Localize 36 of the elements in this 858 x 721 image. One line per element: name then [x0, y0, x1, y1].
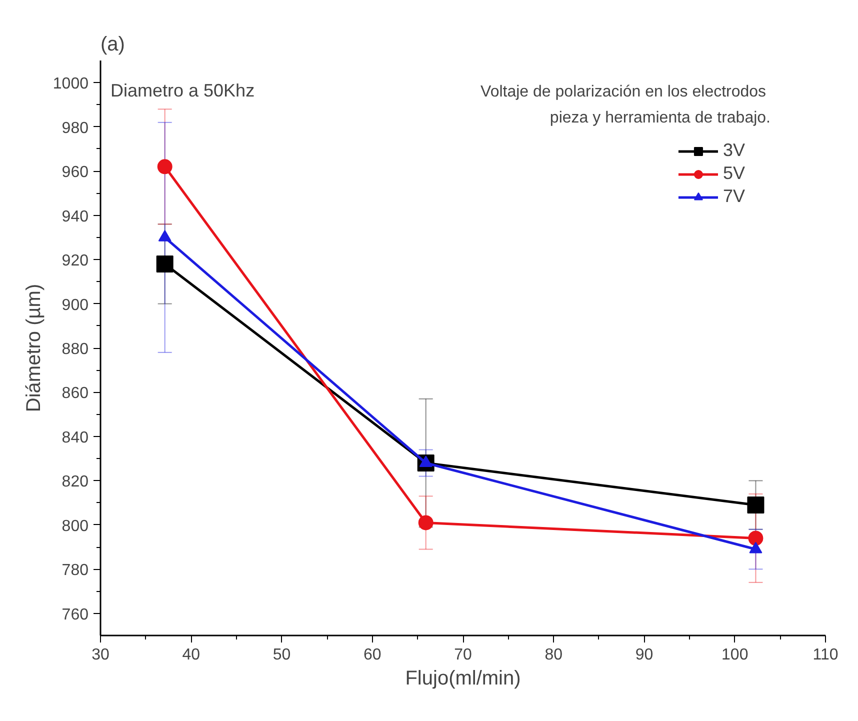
y-tick-label: 780 [62, 562, 89, 580]
y-axis-title: Diámetro (µm) [22, 284, 45, 412]
y-tick-label: 920 [62, 252, 89, 270]
y-tick-label: 880 [62, 341, 89, 358]
annotation: pieza y herramienta de trabajo. [550, 110, 771, 126]
point [748, 530, 764, 546]
y-tick-label: 820 [62, 474, 89, 491]
x-tick-label: 90 [635, 646, 654, 664]
x-tick-label: 80 [544, 646, 563, 664]
legend-label: 7V [722, 186, 745, 207]
y-tick-label: 760 [62, 606, 89, 624]
y-tick-label: 980 [62, 120, 89, 137]
y-tick-label: 900 [62, 296, 89, 314]
chart-title: (a) [100, 34, 125, 56]
x-tick-label: 50 [272, 646, 291, 664]
x-tick-label: 100 [722, 646, 748, 664]
y-tick-label: 840 [62, 429, 89, 446]
x-tick-label: 60 [363, 646, 382, 664]
point [418, 515, 434, 530]
y-tick-label: 960 [62, 164, 89, 182]
y-tick-label: 800 [62, 518, 89, 535]
annotation: Voltaje de polarización en los electrodos [480, 84, 766, 100]
x-tick-label: 70 [454, 646, 472, 664]
legend-label: 3V [722, 140, 745, 161]
point [156, 255, 174, 272]
y-tick-label: 940 [62, 208, 89, 226]
x-tick-label: 30 [92, 646, 110, 664]
x-tick-label: 40 [182, 646, 200, 664]
point [157, 159, 172, 174]
point [747, 496, 764, 514]
y-tick-label: 860 [62, 385, 89, 402]
legend-label: 5V [722, 163, 745, 184]
x-axis-title: Flujo(ml/min) [405, 668, 521, 690]
y-tick-label: 1000 [52, 76, 89, 93]
x-tick-label: 110 [812, 646, 838, 664]
annotation: Diametro a 50Khz [110, 80, 255, 100]
